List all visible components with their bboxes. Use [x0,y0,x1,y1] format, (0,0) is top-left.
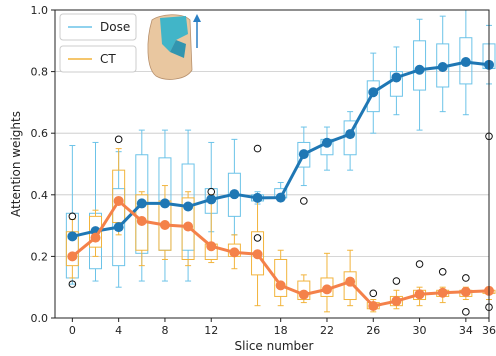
legend-dose: Dose [59,13,137,41]
ct-point [460,286,471,297]
x-tick-label: 12 [204,324,218,337]
y-tick-label: 0.2 [31,250,49,263]
ct-point [183,221,194,232]
x-tick-label: 26 [366,324,380,337]
ct-outlier [415,260,424,268]
dose-point [275,192,286,203]
ct-point [275,280,286,291]
legend-ct-frame [59,45,137,73]
dose-point [391,72,402,83]
dose-box [389,71,403,97]
ct-outlier [462,274,470,282]
ct-outlier [438,268,447,276]
y-tick-label: 0.0 [31,312,49,325]
x-tick-label: 0 [69,324,76,337]
ct-point [391,296,402,307]
ct-box [181,197,195,260]
dose-box [459,37,473,85]
ct-point [136,215,147,226]
dose-outlier [68,280,77,288]
x-tick-label: 8 [161,324,168,337]
y-tick-label: 0.8 [31,66,49,79]
anatomy-3d-render-icon [147,14,201,80]
plot-frame [54,9,490,319]
dose-point [345,129,356,140]
ct-outlier [369,289,378,298]
dose-point [252,192,263,203]
dose-outlier [300,197,308,205]
dose-point [321,137,332,148]
dose-point [159,198,170,209]
ct-outlier [253,234,262,242]
y-axis-title: Attention weights [9,111,23,217]
x-tick-label: 22 [320,324,334,337]
y-tick-label: 0.6 [31,127,49,140]
dose-outlier [68,212,77,221]
dose-point [183,201,194,212]
ct-point [368,300,379,311]
ct-point [90,232,101,243]
ct-point [113,195,124,206]
dose-point [67,231,78,242]
legend-dose-label: Dose [100,20,130,34]
series-lines [67,57,494,311]
ct-point [298,289,309,300]
dose-point [206,194,217,205]
ct-point [414,289,425,300]
ct-outlier [253,144,262,153]
axis-ticks: 0.0 0.2 0.4 0.6 0.8 1.0 0 4 8 12 18 22 26 30 34 36 [31,4,496,337]
x-tick-label: 30 [413,324,427,337]
dose-box [413,40,427,91]
dose-point [437,61,448,72]
dose-point [229,189,240,200]
ct-point [206,241,217,252]
ct-point [229,247,240,258]
ct-outlier [392,277,401,285]
ct-outlier [462,308,470,316]
ct-outlier [207,187,216,196]
ct-box [343,271,357,301]
ct-point [345,276,356,287]
dose-point [368,87,379,98]
ct-point [67,251,78,262]
dose-box [297,141,311,168]
x-tick-label: 18 [274,324,288,337]
y-tick-label: 1.0 [31,4,49,17]
ct-point [159,219,170,230]
y-tick-label: 0.4 [31,189,49,202]
ct-outlier [114,135,123,144]
dose-point [460,57,471,68]
dose-point [298,149,309,160]
dose-point [136,198,147,209]
ct-point [437,287,448,298]
x-tick-label: 36 [482,324,496,337]
ct-point [321,284,332,295]
legend-dose-frame [59,13,137,41]
x-tick-label: 34 [459,324,473,337]
dose-box [366,80,380,113]
x-axis-title: Slice number [235,339,314,353]
legend-ct-label: CT [100,52,116,66]
legend-ct: CT [59,45,137,73]
dose-point [414,64,425,75]
dose-point [113,222,124,233]
ct-point [252,249,263,260]
x-tick-label: 4 [115,324,122,337]
